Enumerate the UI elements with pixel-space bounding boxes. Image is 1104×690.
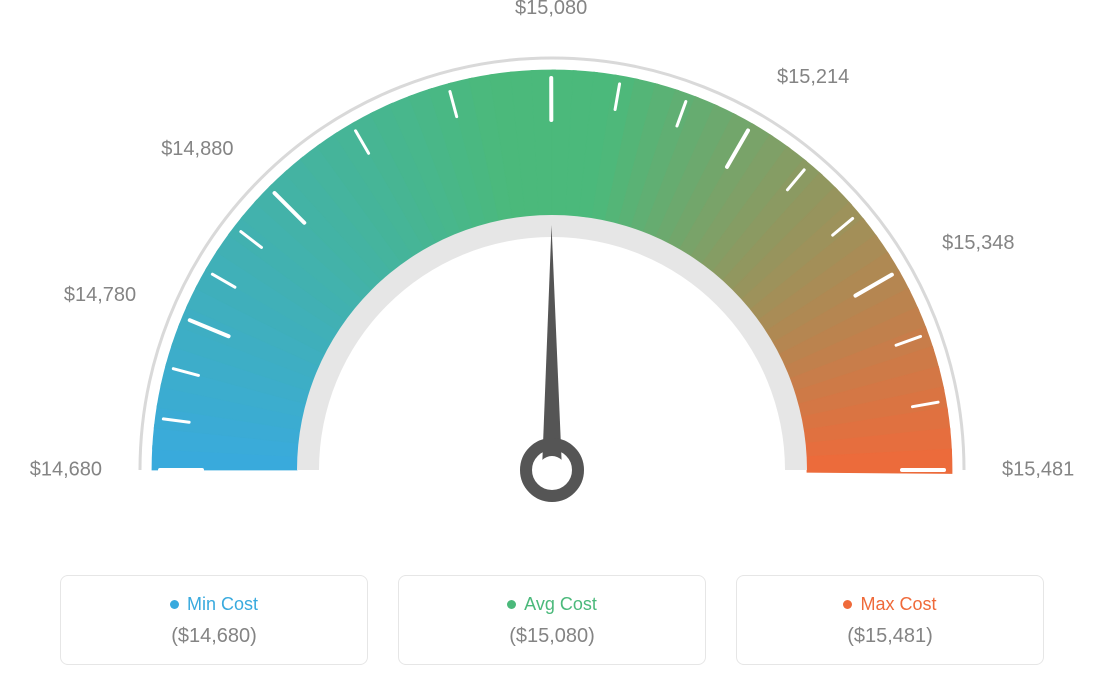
- legend-row: Min Cost ($14,680) Avg Cost ($15,080) Ma…: [60, 575, 1044, 665]
- dot-icon: [170, 600, 179, 609]
- legend-card-avg: Avg Cost ($15,080): [398, 575, 706, 665]
- dot-icon: [507, 600, 516, 609]
- legend-label: Max Cost: [860, 594, 936, 615]
- legend-value: ($14,680): [71, 625, 357, 648]
- gauge-tick-label: $15,481: [1002, 459, 1074, 482]
- legend-label-row: Min Cost: [71, 594, 357, 615]
- gauge-tick-label: $14,680: [30, 459, 102, 482]
- legend-label: Min Cost: [187, 594, 258, 615]
- gauge-tick-label: $15,214: [777, 66, 849, 89]
- gauge-tick-label: $14,780: [64, 284, 136, 307]
- gauge-chart: $14,680 $14,780 $14,880 $15,080 $15,214 $15,3…: [0, 0, 1104, 560]
- legend-label: Avg Cost: [524, 594, 597, 615]
- legend-value: ($15,080): [409, 625, 695, 648]
- gauge-svg: [0, 0, 1104, 560]
- legend-label-row: Avg Cost: [409, 594, 695, 615]
- legend-label-row: Max Cost: [747, 594, 1033, 615]
- legend-card-max: Max Cost ($15,481): [736, 575, 1044, 665]
- legend-value: ($15,481): [747, 625, 1033, 648]
- gauge-tick-label: $15,080: [515, 0, 587, 20]
- legend-card-min: Min Cost ($14,680): [60, 575, 368, 665]
- gauge-tick-label: $15,348: [942, 232, 1014, 255]
- dot-icon: [843, 600, 852, 609]
- gauge-tick-label: $14,880: [161, 138, 233, 161]
